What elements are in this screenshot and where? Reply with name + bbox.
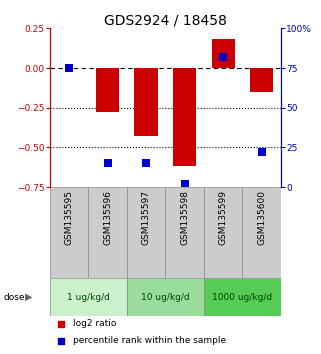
Point (259, 149, 264, 155)
Text: 10 ug/kg/d: 10 ug/kg/d (141, 293, 190, 302)
Text: dose: dose (3, 293, 25, 302)
Text: percentile rank within the sample: percentile rank within the sample (73, 336, 226, 346)
Bar (96, 68, 119, 113)
Bar (250, 68, 273, 92)
Point (105, 160, 110, 166)
Bar (50, 278, 127, 316)
Text: GSM135598: GSM135598 (180, 190, 189, 245)
Bar (165, 187, 204, 278)
Text: log2 ratio: log2 ratio (73, 319, 116, 329)
Bar (212, 39, 235, 68)
Point (143, 160, 149, 166)
Text: ▶: ▶ (25, 292, 32, 302)
Point (59, 321, 64, 327)
Point (59, 338, 64, 344)
Text: 1000 ug/kg/d: 1000 ug/kg/d (212, 293, 273, 302)
Bar (173, 68, 196, 166)
Text: 1 ug/kg/d: 1 ug/kg/d (67, 293, 110, 302)
Point (182, 181, 187, 187)
Point (66, 65, 72, 71)
Bar (88, 187, 127, 278)
Title: GDS2924 / 18458: GDS2924 / 18458 (104, 13, 227, 27)
Bar (242, 187, 281, 278)
Bar (127, 187, 165, 278)
Bar (127, 278, 204, 316)
Bar (204, 278, 281, 316)
Text: GSM135596: GSM135596 (103, 190, 112, 245)
Bar (50, 187, 88, 278)
Point (221, 54, 226, 60)
Text: GSM135597: GSM135597 (142, 190, 151, 245)
Bar (204, 187, 242, 278)
Bar (134, 68, 158, 136)
Text: GSM135595: GSM135595 (65, 190, 74, 245)
Text: GSM135600: GSM135600 (257, 190, 266, 245)
Text: GSM135599: GSM135599 (219, 190, 228, 245)
